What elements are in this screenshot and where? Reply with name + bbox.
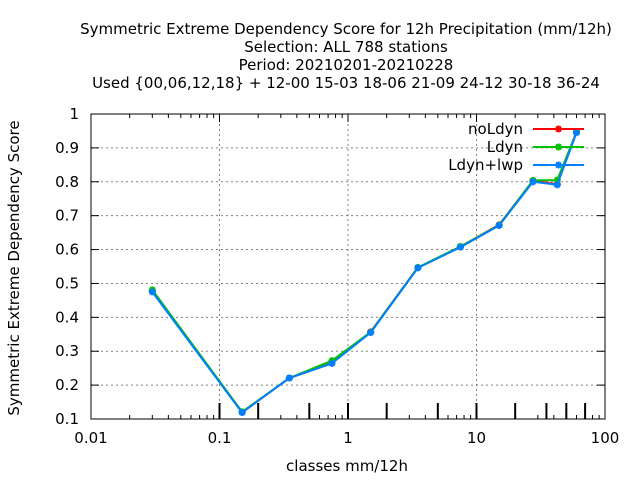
y-tick-label: 0.7: [55, 207, 79, 225]
y-axis-label: Symmetric Extreme Dependency Score: [5, 120, 23, 415]
data-point: [285, 374, 293, 382]
x-tick-label: 1: [343, 429, 353, 447]
legend-marker: [555, 161, 562, 169]
axis-ticks: 0.01 0.1 1 10 1000.10.20.30.40.50.60.70.80.9…: [55, 105, 619, 447]
data-point: [572, 129, 580, 137]
chart-subtitle-selection: Selection: ALL 788 stations: [244, 38, 448, 56]
data-point: [414, 264, 422, 272]
chart-subtitle-used: Used {00,06,12,18} + 12-00 15-03 18-06 2…: [92, 74, 600, 92]
data-point: [553, 176, 561, 184]
legend-marker: [555, 125, 562, 133]
data-point: [148, 288, 156, 296]
legend-label: noLdyn: [468, 120, 523, 138]
data-point: [553, 181, 561, 189]
data-point: [529, 178, 537, 186]
x-tick-label: 10: [467, 429, 486, 447]
x-axis-label: classes mm/12h: [286, 457, 408, 475]
series-group: [148, 128, 580, 417]
y-tick-label: 0.5: [55, 274, 79, 292]
x-tick-label: 0.1: [208, 429, 232, 447]
y-tick-label: 0.6: [55, 241, 79, 259]
legend-marker: [555, 143, 562, 151]
x-tick-label: 100: [591, 429, 620, 447]
series-line-ldyn: [151, 131, 578, 413]
series-line-ldyn-lwp: [151, 132, 578, 414]
class-threshold-ticks: [218, 403, 587, 419]
legend-label: Ldyn: [487, 138, 523, 156]
data-point: [328, 359, 336, 367]
data-point: [367, 329, 375, 337]
data-point: [495, 221, 503, 229]
chart-title-block: Symmetric Extreme Dependency Score for 1…: [80, 20, 612, 92]
y-tick-label: 0.2: [55, 376, 79, 394]
y-tick-label: 0.8: [55, 173, 79, 191]
legend-label: Ldyn+lwp: [448, 156, 523, 174]
x-tick-label: 0.01: [74, 429, 107, 447]
data-point: [456, 243, 464, 251]
chart-title-line: Symmetric Extreme Dependency Score for 1…: [80, 20, 612, 38]
data-point: [238, 409, 246, 417]
chart-subtitle-period: Period: 20210201-20210228: [239, 56, 454, 74]
y-tick-label: 0.1: [55, 410, 79, 428]
y-tick-label: 0.9: [55, 139, 79, 157]
y-tick-label: 0.4: [55, 308, 79, 326]
y-tick-label: 0.3: [55, 342, 79, 360]
grid-lines: [91, 114, 605, 419]
y-tick-label: 1: [69, 105, 79, 123]
